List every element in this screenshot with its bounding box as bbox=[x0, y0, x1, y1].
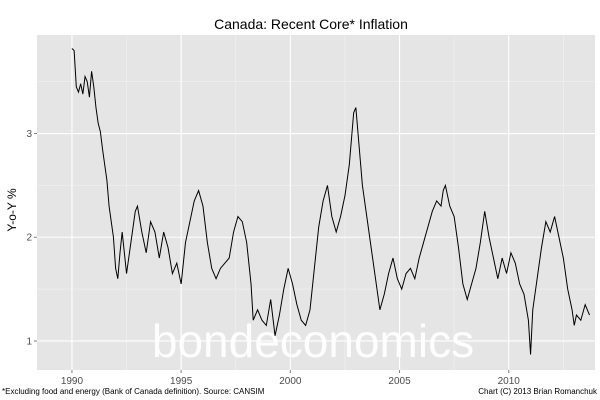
y-tick-label: 1 bbox=[26, 336, 32, 347]
footnote: *Excluding food and energy (Bank of Cana… bbox=[2, 387, 265, 396]
minor-gridlines bbox=[37, 35, 595, 370]
chart-title: Canada: Recent Core* Inflation bbox=[214, 16, 408, 32]
x-tick-label: 1990 bbox=[61, 376, 84, 387]
major-gridlines bbox=[37, 35, 595, 370]
y-axis-label: Y-o-Y % bbox=[5, 188, 19, 232]
plot-panel bbox=[37, 35, 595, 370]
x-tick-label: 2000 bbox=[279, 376, 302, 387]
x-tick-label: 2005 bbox=[388, 376, 411, 387]
credit: Chart (C) 2013 Brian Romanchuk bbox=[478, 387, 597, 396]
watermark: bondeconomics bbox=[152, 315, 474, 367]
x-tick-label: 1995 bbox=[170, 376, 193, 387]
y-tick-label: 3 bbox=[26, 129, 32, 140]
inflation-series-line bbox=[71, 48, 591, 355]
x-axis-ticks: 1990 1995 2000 2005 2010 bbox=[61, 370, 520, 387]
y-tick-label: 2 bbox=[26, 233, 32, 244]
x-tick-label: 2010 bbox=[498, 376, 521, 387]
y-axis-ticks: 1 2 3 bbox=[26, 129, 37, 347]
